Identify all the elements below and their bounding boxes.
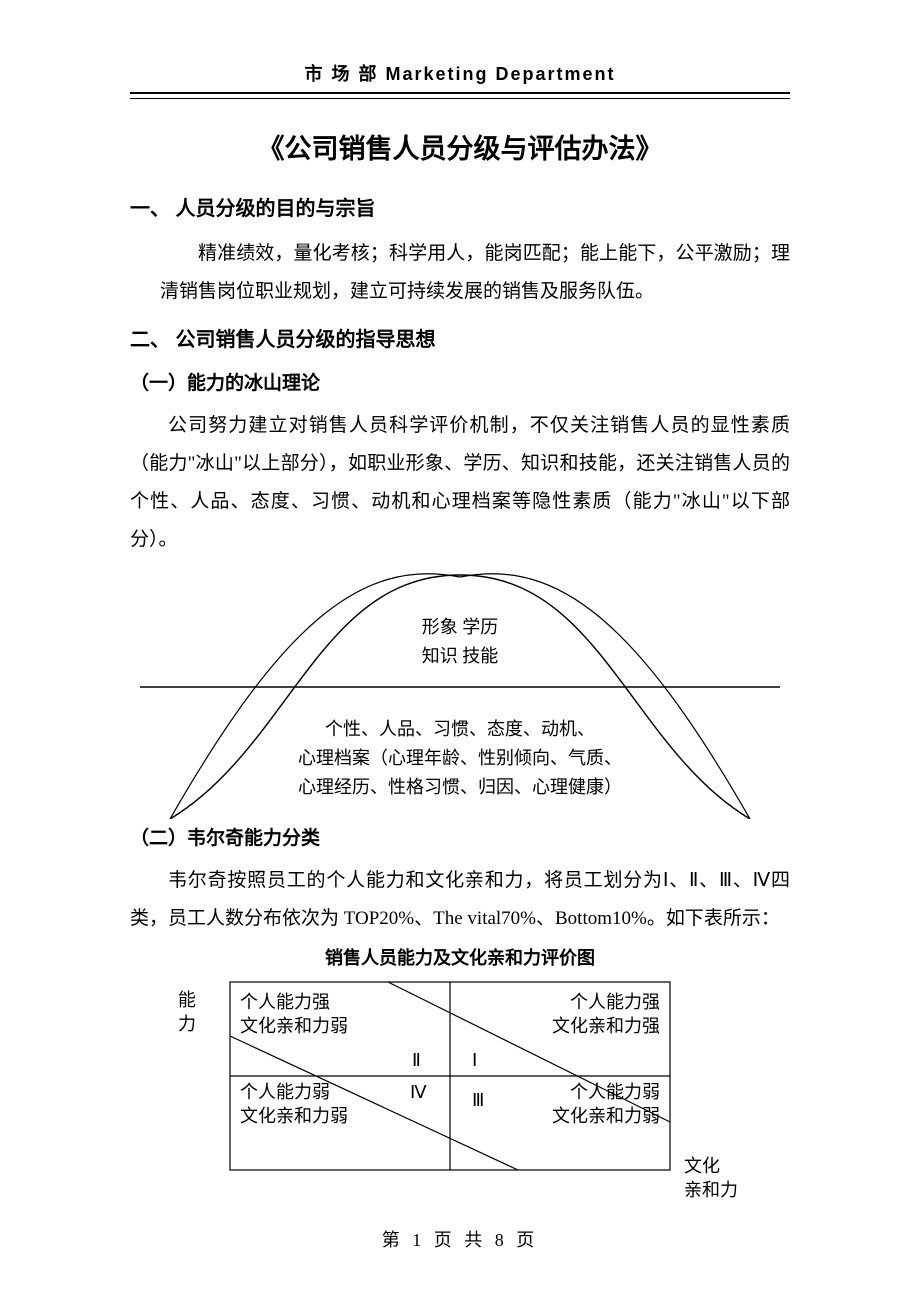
section-1-heading: 一、 人员分级的目的与宗旨: [130, 192, 790, 221]
matrix-q4-text: 个人能力弱 文化亲和力弱: [240, 1080, 348, 1129]
section-1-body: 精准绩效，量化考核；科学用人，能岗匹配；能上能下，公平激励；理清销售岗位职业规划…: [130, 235, 790, 311]
section-2-1-body: 公司努力建立对销售人员科学评价机制，不仅关注销售人员的显性素质（能力"冰山"以上…: [130, 407, 790, 559]
matrix-y-axis-label: 能 力: [178, 988, 196, 1037]
matrix-q3-label: Ⅲ: [472, 1088, 484, 1112]
page-header: 市 场 部 Marketing Department: [130, 60, 790, 94]
matrix-diagram: 能 力 个人能力强 文化亲和力弱 个人能力强 文化亲和力强 个人能力弱 文化亲和…: [140, 976, 780, 1198]
matrix-x-axis-label: 文化 亲和力: [684, 1154, 738, 1203]
iceberg-above-l1: 形象 学历: [422, 617, 499, 637]
iceberg-diagram: 形象 学历 知识 技能 个性、人品、习惯、态度、动机、 心理档案（心理年龄、性别…: [140, 567, 780, 819]
section-2-1-heading: （一）能力的冰山理论: [130, 368, 790, 395]
matrix-q1-text: 个人能力强 文化亲和力强: [552, 990, 660, 1039]
iceberg-above-text: 形象 学历 知识 技能: [140, 613, 780, 671]
iceberg-above-l2: 知识 技能: [422, 646, 499, 666]
document-title: 《公司销售人员分级与评估办法》: [130, 127, 790, 166]
page-body: 市 场 部 Marketing Department 《公司销售人员分级与评估办…: [0, 0, 920, 1198]
matrix-q2-label: Ⅱ: [412, 1048, 421, 1072]
iceberg-below-l2: 心理档案（心理年龄、性别倾向、气质、: [298, 748, 622, 768]
iceberg-below-l3: 心理经历、性格习惯、归因、心理健康）: [298, 777, 622, 797]
iceberg-below-l1: 个性、人品、习惯、态度、动机、: [325, 719, 595, 739]
matrix-q2-text: 个人能力强 文化亲和力弱: [240, 990, 348, 1039]
page-footer: 第 1 页 共 8 页: [0, 1226, 920, 1252]
matrix-q1-label: Ⅰ: [472, 1048, 477, 1072]
matrix-q4-label: Ⅳ: [410, 1080, 427, 1104]
section-2-heading: 二、 公司销售人员分级的指导思想: [130, 323, 790, 352]
matrix-title: 销售人员能力及文化亲和力评价图: [130, 944, 790, 970]
matrix-q3-text: 个人能力弱 文化亲和力弱: [552, 1080, 660, 1129]
header-rule: [130, 98, 790, 99]
section-2-2-body: 韦尔奇按照员工的个人能力和文化亲和力，将员工划分为Ⅰ、Ⅱ、Ⅲ、Ⅳ四类，员工人数分…: [130, 862, 790, 938]
iceberg-below-text: 个性、人品、习惯、态度、动机、 心理档案（心理年龄、性别倾向、气质、 心理经历、…: [140, 715, 780, 801]
section-2-2-heading: （二）韦尔奇能力分类: [130, 823, 790, 850]
